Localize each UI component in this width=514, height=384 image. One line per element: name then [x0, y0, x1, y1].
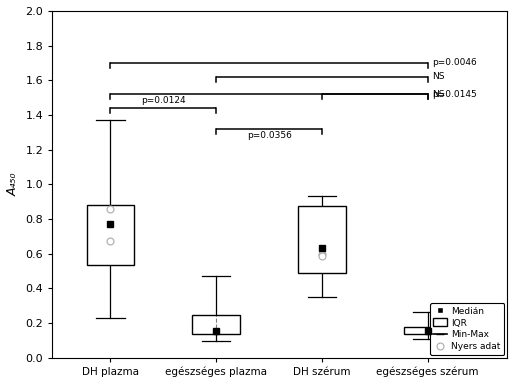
- Text: NS: NS: [432, 72, 445, 81]
- Legend: Medián, IQR, Min-Max, Nyers adat: Medián, IQR, Min-Max, Nyers adat: [430, 303, 504, 355]
- Bar: [404, 327, 451, 334]
- Bar: [87, 205, 134, 265]
- Y-axis label: A₄₅₀: A₄₅₀: [7, 172, 20, 196]
- Text: p=0.0046: p=0.0046: [432, 58, 476, 68]
- Bar: [192, 315, 240, 334]
- Text: p=0.0356: p=0.0356: [247, 131, 291, 141]
- Text: p=0.0145: p=0.0145: [432, 89, 476, 99]
- Bar: [298, 206, 346, 273]
- Text: NS: NS: [432, 89, 445, 99]
- Text: p=0.0124: p=0.0124: [141, 96, 186, 105]
